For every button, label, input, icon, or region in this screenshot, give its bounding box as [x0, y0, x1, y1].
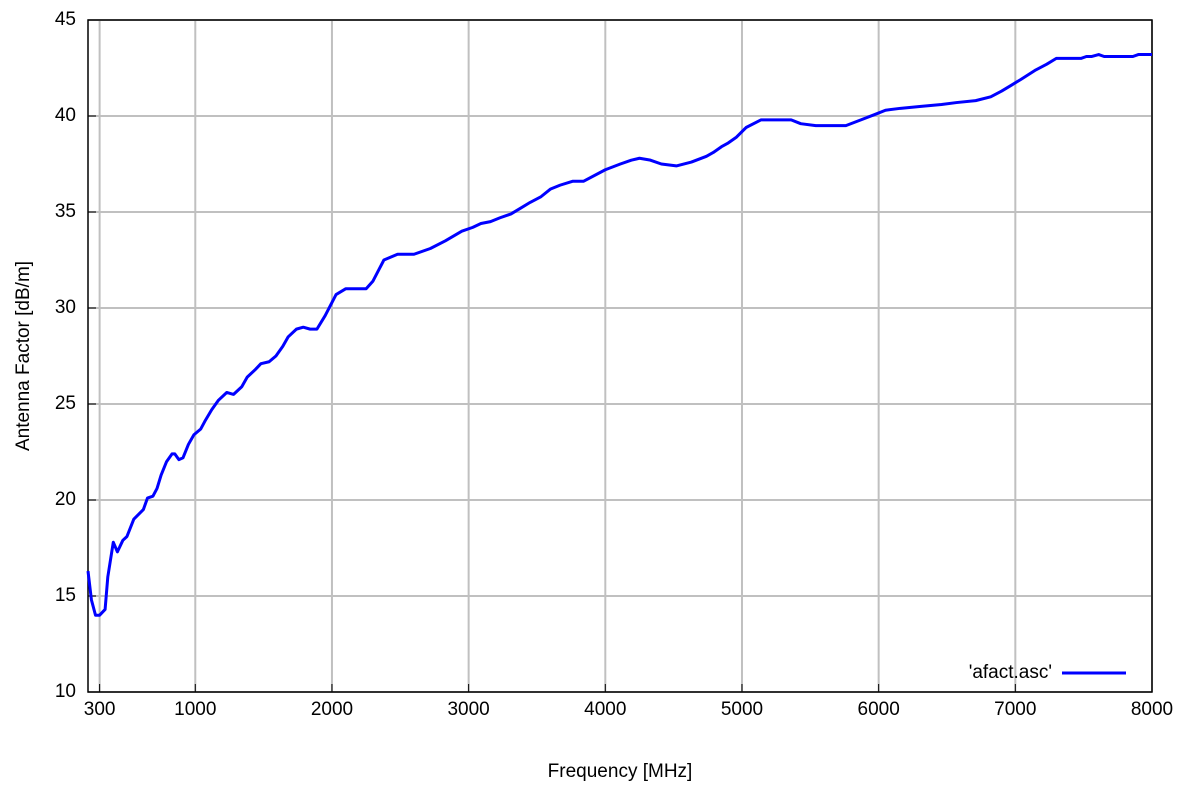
y-tick-label: 20: [55, 489, 76, 510]
y-tick-label: 40: [55, 105, 76, 126]
x-tick-label: 8000: [1131, 699, 1173, 720]
x-axis-title: Frequency [MHz]: [548, 761, 693, 782]
y-tick-label: 35: [55, 201, 76, 222]
data-line: [86, 53, 1152, 617]
y-tick-label: 15: [55, 585, 76, 606]
x-tick-label: 4000: [584, 699, 626, 720]
x-tick-label: 3000: [447, 699, 489, 720]
y-tick-label: 25: [55, 393, 76, 414]
x-tick-label: 7000: [994, 699, 1036, 720]
y-tick-label: 45: [55, 9, 76, 30]
x-tick-label: 6000: [858, 699, 900, 720]
plot-border: [87, 19, 1153, 693]
y-tick-label: 30: [55, 297, 76, 318]
x-tick-label: 1000: [174, 699, 216, 720]
x-tick-label: 300: [84, 699, 116, 720]
y-tick-label: 10: [55, 681, 76, 702]
legend-label: 'afact.asc': [969, 662, 1052, 683]
x-tick-label: 2000: [311, 699, 353, 720]
y-axis-title: Antenna Factor [dB/m]: [13, 261, 34, 451]
x-tick-label: 5000: [721, 699, 763, 720]
